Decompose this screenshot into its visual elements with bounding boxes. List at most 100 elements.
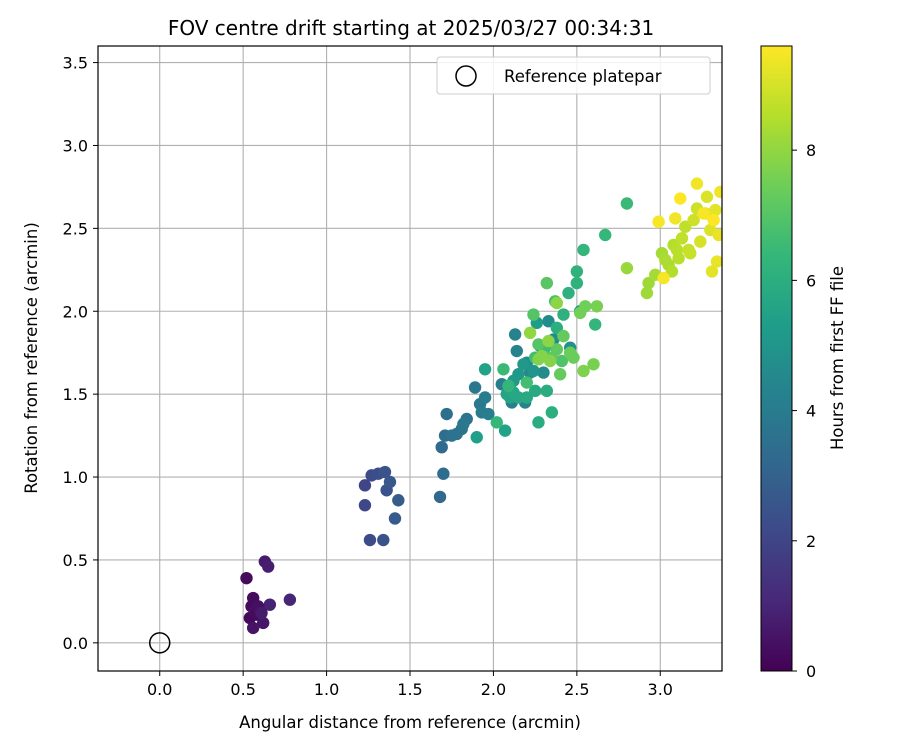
y-tick-label: 0.5 [63,551,88,570]
data-point [256,616,270,630]
colorbar-tick-label: 6 [806,271,816,290]
colorbar-tick-label: 2 [806,532,816,551]
legend-entry-reference: Reference platepar [504,67,662,86]
data-point [553,368,567,381]
data-point [383,475,397,489]
x-tick-label: 3.0 [648,680,673,699]
data-point [283,593,297,606]
data-point [435,440,448,454]
y-tick-label: 2.5 [63,219,88,238]
data-point [555,354,569,368]
x-tick-label: 0.5 [230,680,255,699]
data-point [642,276,655,290]
data-point [694,235,707,248]
data-point [482,407,495,421]
data-point [657,271,670,285]
data-point [532,416,545,429]
y-tick-label: 2.0 [63,302,88,321]
data-point [690,177,704,190]
legend-reference-marker [455,65,477,87]
data-point [540,276,554,290]
data-point [640,286,654,300]
data-point [550,296,564,310]
data-point [510,344,523,358]
legend-box [436,56,711,95]
data-point [714,185,722,199]
data-point [437,467,450,480]
data-point [567,351,580,364]
data-point [672,252,685,265]
data-point [520,376,533,389]
data-point [709,203,722,217]
colorbar-tick-label: 8 [806,141,816,160]
data-point [557,308,570,321]
data-point [700,190,714,204]
data-point [705,265,719,278]
chart-title: FOV centre drift starting at 2025/03/27 … [168,16,654,40]
data-point [392,494,405,507]
x-tick-label: 0.0 [147,680,172,699]
data-point [363,533,377,547]
y-tick-label: 1.5 [63,385,88,404]
grid-lines [98,46,722,671]
data-point [528,384,542,398]
x-tick-label: 2.5 [564,680,589,699]
data-point [532,338,545,351]
data-point [527,308,540,321]
x-tick-label: 1.5 [397,680,422,699]
data-point [358,479,372,492]
data-point [542,334,555,348]
data-point [490,416,503,429]
data-point [652,215,665,228]
data-point [478,363,492,376]
data-point [679,220,692,233]
data-point [557,329,570,343]
data-point [620,197,634,210]
y-tick-label: 0.0 [63,634,88,653]
data-point [710,255,722,268]
colorbar-ticks: 0 2 4 6 8 [792,141,816,681]
data-point [562,286,575,300]
data-point [527,364,540,378]
data-point [599,228,612,242]
x-axis-label: Angular distance from reference (arcmin) [239,713,581,732]
data-point [707,213,720,227]
x-tick-label: 1.0 [314,680,339,699]
y-tick-label: 1.0 [63,468,88,487]
data-point [687,213,700,227]
data-point [261,560,275,573]
data-point [470,431,483,444]
data-point [433,490,447,504]
data-point [697,207,710,220]
data-point [263,598,277,611]
data-point [674,192,687,205]
data-point [545,406,559,419]
data-point [520,391,533,404]
data-point [590,300,604,313]
data-point [440,407,453,421]
data-points [240,177,722,635]
colorbar [760,45,793,672]
y-tick-label: 3.0 [63,136,88,155]
data-point [665,265,679,278]
y-tick-label: 3.5 [63,54,88,73]
data-point [517,358,530,371]
x-axis-ticks: 0.0 0.5 1.0 1.5 2.0 2.5 3.0 [147,671,673,699]
data-point [684,247,697,260]
data-point [240,571,253,585]
data-point [468,381,482,394]
data-point [577,243,590,257]
data-point [378,465,392,479]
reference-marker [148,632,171,654]
data-point [502,379,515,393]
data-point [550,343,564,356]
data-point [550,321,564,335]
reference-platepar-point [148,632,171,654]
data-point [570,276,584,290]
data-point [620,261,634,275]
data-point [478,391,492,404]
data-point [537,366,550,379]
data-point [358,499,372,512]
data-point [578,300,592,313]
